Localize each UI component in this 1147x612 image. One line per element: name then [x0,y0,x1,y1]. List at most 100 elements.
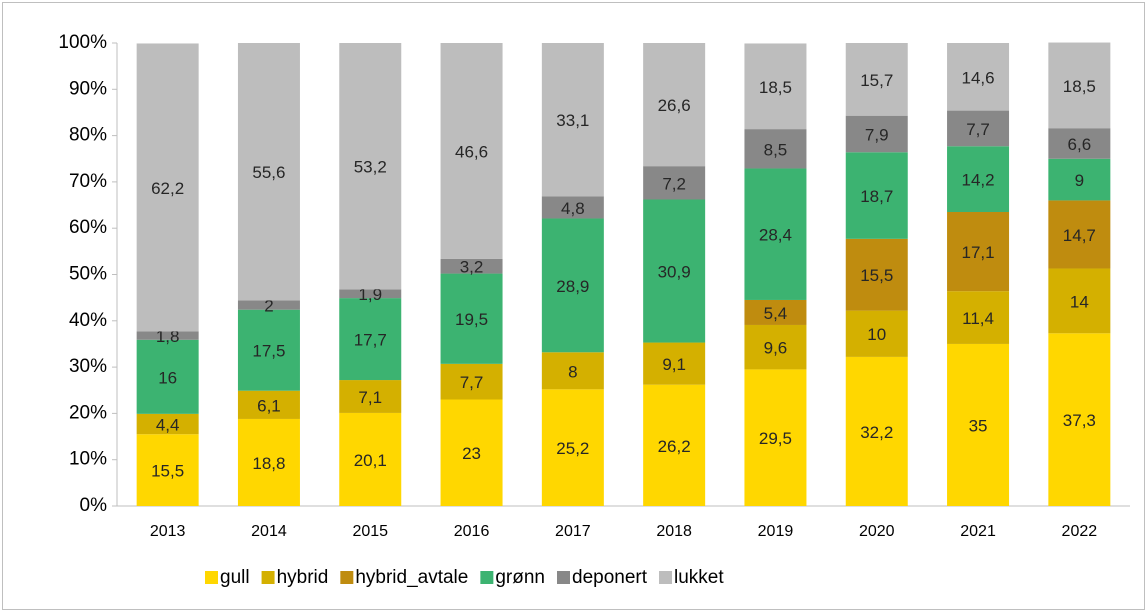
data-label: 6,6 [1068,135,1092,154]
bar-segment [845,310,908,357]
bar-segment [845,115,908,153]
data-label: 5,4 [764,304,788,323]
bar-segment [643,199,706,343]
data-label: 18,8 [252,454,285,473]
bar-segment [643,43,706,167]
data-label: 9 [1075,171,1084,190]
data-label: 10 [867,325,886,344]
legend-marker [261,571,275,584]
data-label: 17,7 [354,331,387,350]
bar-segment [339,289,402,299]
data-label: 23 [462,444,481,463]
data-label: 18,5 [759,78,792,97]
x-tick-label: 2022 [1062,523,1098,540]
bar-segment [643,342,706,385]
y-tick-label: 0% [80,495,108,516]
y-tick-label: 20% [69,402,107,423]
bar-segment [237,390,300,419]
bar-segment [541,389,604,506]
bar-segment [947,110,1010,147]
y-tick-label: 50% [69,264,107,285]
bar-segment [1048,158,1111,201]
bar-segment [440,258,503,274]
data-label: 14,2 [962,171,995,190]
bar-segment [1048,42,1111,129]
bar-segment [744,168,807,300]
bar-segment [339,43,402,290]
y-tick-label: 40% [69,310,107,331]
bar-segment [643,384,706,506]
data-label: 17,5 [252,342,285,361]
data-label: 28,4 [759,226,792,245]
legend-marker [659,571,673,584]
data-label: 7,1 [358,388,382,407]
data-label: 15,7 [860,71,893,90]
data-label: 29,5 [759,429,792,448]
legend-marker [557,571,570,584]
data-label: 15,5 [151,462,184,481]
bar-segment [1048,200,1111,269]
data-label: 15,5 [860,266,893,285]
bar-segment [845,43,908,116]
data-label: 7,7 [966,120,990,139]
y-tick-label: 60% [69,217,107,238]
y-tick-label: 70% [69,171,107,192]
bar-segment [136,331,199,340]
y-tick-label: 80% [69,125,107,146]
data-label: 1,9 [358,285,382,304]
bar-segment [136,413,199,435]
bar-segment [744,43,807,130]
bar-segment [1048,333,1111,506]
data-label: 4,4 [156,416,180,435]
data-label: 4,8 [561,199,585,218]
data-label: 46,6 [455,142,488,161]
x-tick-label: 2014 [251,523,287,540]
data-label: 8,5 [764,140,788,159]
legend-marker [480,571,494,584]
x-tick-label: 2016 [454,523,490,540]
bar-segment [440,399,503,506]
data-label: 53,2 [354,158,387,177]
bar-segment [947,211,1010,292]
legend-label: hybrid [277,567,329,588]
bar-segment [541,352,604,390]
x-tick-label: 2021 [960,523,996,540]
y-tick-label: 10% [69,449,107,470]
data-label: 26,6 [658,96,691,115]
bar-segment [947,291,1010,344]
bar-segment [440,273,503,364]
bar-segment [541,196,604,219]
data-label: 28,9 [556,277,589,296]
data-label: 7,9 [865,125,889,144]
data-label: 17,1 [962,243,995,262]
y-tick-label: 30% [69,356,107,377]
data-label: 35 [969,416,988,435]
bar-segment [237,309,300,391]
x-tick-label: 2015 [352,523,388,540]
bar-segment [1048,268,1111,334]
data-label: 7,7 [460,373,484,392]
bar-segment [136,434,199,506]
data-label: 2 [264,297,273,316]
bar-segment [339,412,402,506]
legend-label: gull [220,567,250,588]
data-label: 62,2 [151,179,184,198]
data-label: 3,2 [460,258,484,277]
data-label: 9,1 [662,355,686,374]
data-label: 18,7 [860,187,893,206]
bar-segment [744,299,807,325]
data-label: 11,4 [962,309,994,328]
y-tick-label: 90% [69,78,107,99]
data-label: 6,1 [257,396,281,415]
bar-segment [440,43,503,259]
bar-segment [845,152,908,239]
bar-segment [643,166,706,200]
bar-segment [744,129,807,169]
data-label: 37,3 [1063,411,1096,430]
data-label: 8 [568,362,577,381]
bar-segment [947,343,1010,506]
data-label: 9,6 [764,339,788,358]
bar-segment [947,43,1010,111]
data-label: 14 [1070,292,1089,311]
